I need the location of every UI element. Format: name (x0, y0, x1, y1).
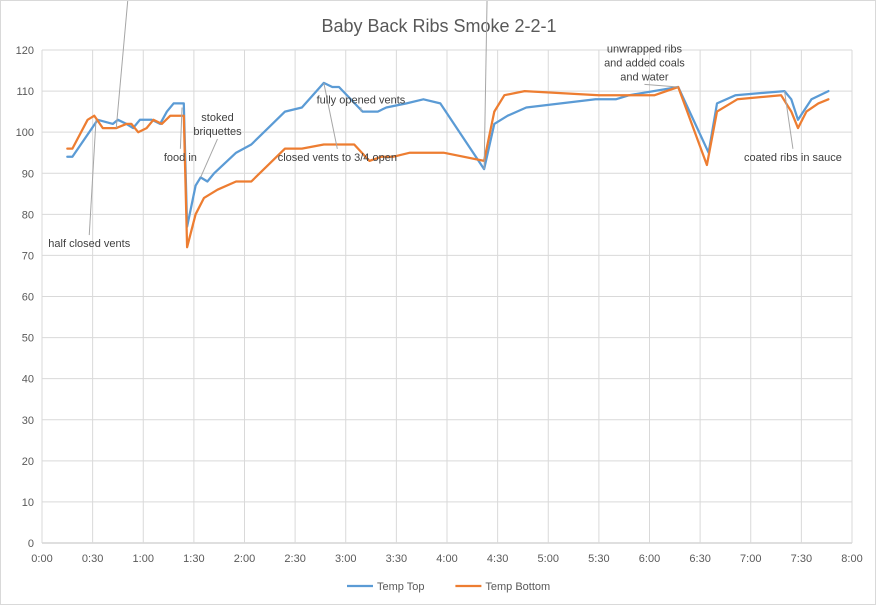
annotation-label: stoked (201, 112, 233, 124)
annotation-label: coated ribs in sauce (744, 152, 842, 164)
y-tick-label: 60 (22, 292, 34, 304)
annotation-label: closed vents to 3/4 open (278, 152, 397, 164)
x-tick-label: 5:00 (538, 553, 559, 565)
y-tick-label: 90 (22, 168, 34, 180)
y-tick-label: 110 (16, 86, 34, 98)
y-tick-label: 80 (22, 209, 34, 221)
y-tick-label: 70 (22, 250, 34, 262)
annotation-leader-line (88, 119, 97, 236)
y-tick-label: 20 (22, 456, 34, 468)
x-tick-label: 0:30 (82, 553, 103, 565)
x-tick-label: 3:00 (335, 553, 356, 565)
annotation-label: and added coals (604, 57, 685, 69)
legend-entry: Temp Top (377, 581, 425, 593)
series-line-temp-bottom (66, 85, 830, 249)
annotation-leader-line (784, 91, 794, 149)
y-tick-label: 120 (16, 45, 34, 57)
x-tick-label: 8:00 (841, 553, 862, 565)
y-tick-label: 40 (22, 374, 34, 386)
legend-entry: Temp Bottom (485, 581, 550, 593)
axes: 0 10 20 30 40 50 60 70 80 90 100 110 120 0:00 0:30 1:00… (16, 45, 863, 565)
annotation-leader-line (200, 138, 218, 178)
x-tick-label: 1:00 (133, 553, 154, 565)
annotation-label: food in (164, 152, 197, 164)
x-tick-label: 6:30 (689, 553, 710, 565)
x-tick-label: 2:30 (284, 553, 305, 565)
y-tick-label: 0 (28, 538, 34, 550)
x-tick-label: 7:00 (740, 553, 761, 565)
x-tick-label: 6:00 (639, 553, 660, 565)
annotation-leader-line (179, 107, 183, 149)
x-tick-label: 1:30 (183, 553, 204, 565)
annotation-label: unwrapped ribs (607, 43, 683, 55)
annotation-leader-line (115, 1, 129, 129)
annotation-label: half closed vents (48, 238, 130, 250)
annotation-label: briquettes (193, 126, 242, 138)
annotation-label: and water (620, 71, 669, 83)
y-tick-label: 10 (22, 497, 34, 509)
x-tick-label: 3:30 (386, 553, 407, 565)
x-tick-label: 7:30 (791, 553, 812, 565)
y-tick-label: 50 (22, 333, 34, 345)
x-tick-label: 0:00 (31, 553, 52, 565)
x-tick-label: 4:00 (436, 553, 457, 565)
y-tick-label: 100 (16, 127, 34, 139)
series-line-temp-top (66, 81, 830, 228)
annotation-leader-line (323, 82, 338, 149)
x-tick-label: 2:00 (234, 553, 255, 565)
gridlines (41, 49, 853, 544)
chart-title: Baby Back Ribs Smoke 2-2-1 (321, 16, 556, 36)
y-tick-label: 30 (22, 415, 34, 427)
x-tick-label: 5:30 (588, 553, 609, 565)
annotation-leader-line (483, 1, 488, 170)
series-layer (66, 81, 830, 249)
annotation-leader-line (644, 83, 679, 88)
x-tick-label: 4:30 (487, 553, 508, 565)
annotation-label: fully opened vents (317, 94, 406, 106)
legend: Temp Top Temp Bottom (347, 581, 550, 593)
annotations: half closed ventsreopened vents fullfood… (48, 1, 842, 250)
